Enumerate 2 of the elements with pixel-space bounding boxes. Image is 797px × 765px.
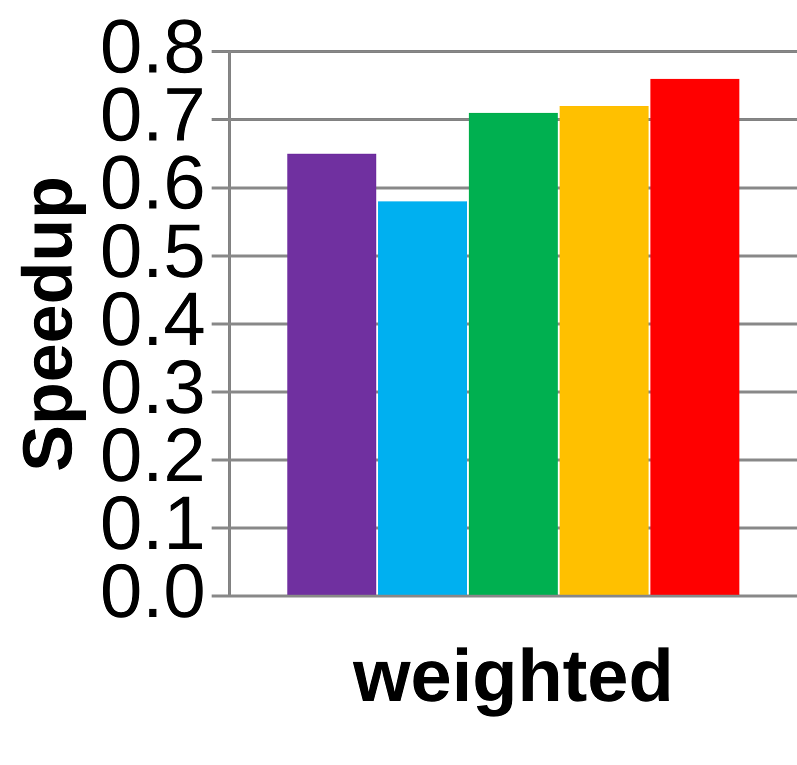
y-axis-title: Speedup: [8, 176, 86, 472]
x-tick-label: weighted: [352, 634, 674, 718]
